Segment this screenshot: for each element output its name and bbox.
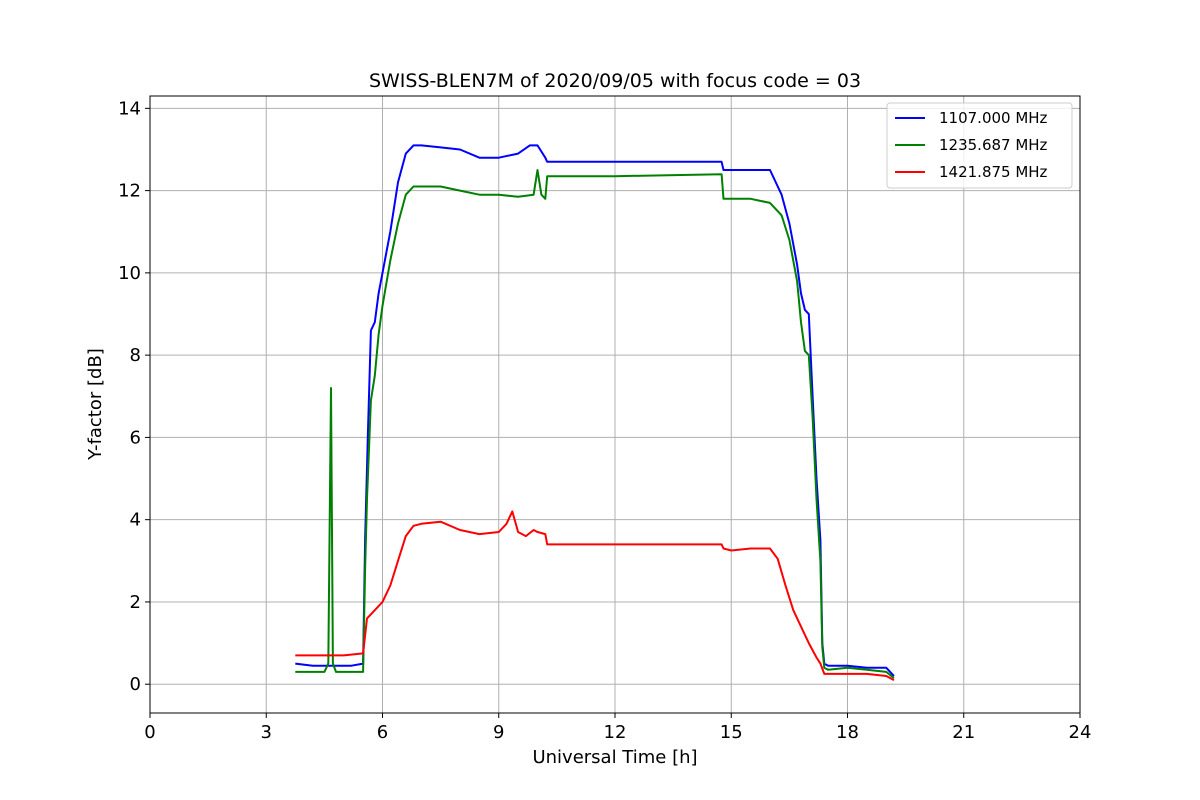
series-line-1 (295, 144, 895, 677)
y-tick-label: 8 (130, 345, 141, 366)
plot-lines (295, 144, 895, 681)
x-tick-label: 3 (261, 722, 272, 743)
x-tick-label: 18 (836, 722, 859, 743)
x-tick-label: 24 (1069, 722, 1092, 743)
legend-box (886, 102, 1073, 189)
x-tick-label: 0 (144, 722, 155, 743)
y-tick-label: 2 (130, 592, 141, 613)
x-axis-ticks: 0 3 6 9 12 15 18 21 24 (144, 713, 1091, 743)
legend-label: 1421.875 MHz (939, 163, 1048, 181)
y-tick-label: 14 (118, 98, 141, 119)
y-axis-ticks: 0 2 4 6 8 10 12 14 (118, 98, 150, 695)
series-line-3 (295, 510, 895, 681)
legend-label: 1235.687 MHz (939, 136, 1048, 154)
x-tick-label: 21 (952, 722, 975, 743)
y-tick-label: 0 (130, 674, 141, 695)
x-tick-label: 12 (604, 722, 627, 743)
x-tick-label: 15 (720, 722, 743, 743)
legend: 1107.000 MHz 1235.687 MHz 1421.875 MHz (886, 102, 1073, 189)
y-tick-label: 6 (130, 427, 141, 448)
x-tick-label: 6 (377, 722, 388, 743)
x-axis-label: Universal Time [h] (532, 747, 697, 768)
legend-label: 1107.000 MHz (939, 109, 1048, 127)
y-tick-label: 12 (118, 181, 141, 202)
chart-title: SWISS-BLEN7M of 2020/09/05 with focus co… (369, 70, 861, 92)
y-axis-label: Y-factor [dB] (85, 348, 106, 461)
series-line-2 (295, 169, 895, 679)
y-tick-label: 4 (130, 510, 141, 531)
x-tick-label: 9 (493, 722, 504, 743)
y-tick-label: 10 (118, 263, 141, 284)
